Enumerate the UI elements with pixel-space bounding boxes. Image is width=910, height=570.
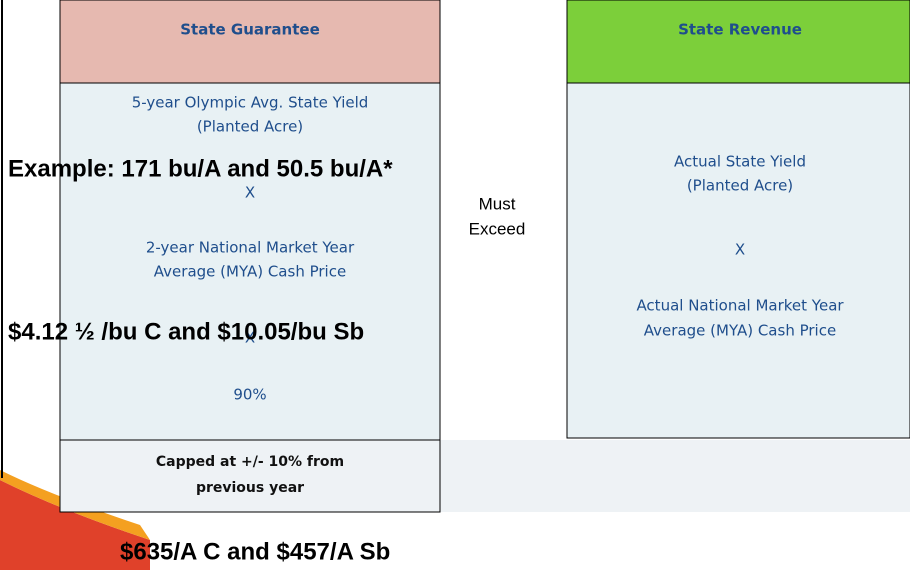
overlay-text: Example: 171 bu/A and 50.5 bu/A* [8, 155, 393, 182]
left-footer [60, 440, 440, 512]
left-line: 5-year Olympic Avg. State Yield [132, 94, 369, 112]
left-line: 2-year National Market Year [146, 239, 355, 257]
left-line: (Planted Acre) [197, 118, 303, 136]
left-line: 90% [233, 386, 266, 404]
left-footer-line: Capped at +/- 10% from [156, 454, 344, 470]
left-line: Average (MYA) Cash Price [154, 263, 346, 281]
right-line: Actual State Yield [674, 153, 806, 171]
footer-band [440, 440, 910, 512]
right-line: Average (MYA) Cash Price [644, 322, 836, 340]
right-body [567, 83, 910, 438]
middle-line: Must [479, 194, 516, 213]
left-footer-line: previous year [196, 480, 304, 496]
slide: State Guarantee 5-year Olympic Avg. Stat… [0, 0, 910, 570]
left-header [60, 0, 440, 83]
right-line: Actual National Market Year [636, 297, 844, 315]
middle-line: Exceed [469, 219, 526, 238]
overlay-text: $635/A C and $457/A Sb [120, 538, 390, 565]
right-header-text: State Revenue [678, 21, 802, 39]
overlay-text: $4.12 ½ /bu C and $10.05/bu Sb [8, 318, 364, 345]
right-header [567, 0, 910, 83]
left-header-text: State Guarantee [180, 21, 320, 39]
right-line: (Planted Acre) [687, 177, 793, 195]
left-line: X [245, 184, 255, 202]
right-line: X [735, 241, 745, 259]
